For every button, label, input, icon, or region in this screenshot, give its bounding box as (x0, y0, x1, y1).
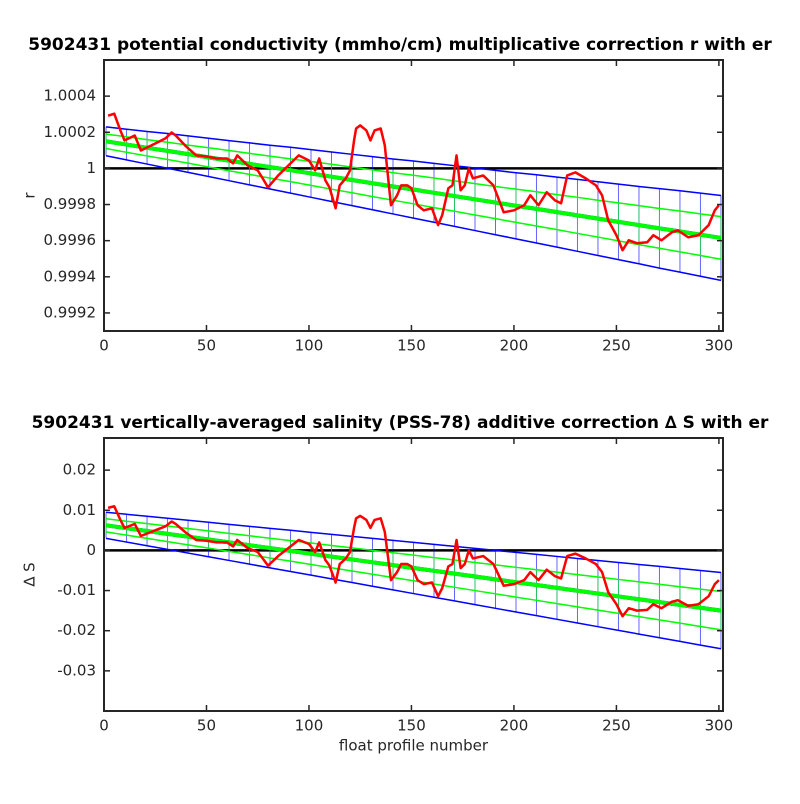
x-tick-label: 150 (397, 717, 426, 735)
x-tick-label: 100 (295, 337, 324, 355)
x-tick-label: 300 (705, 717, 734, 735)
y-tick-label: 1.0004 (44, 87, 97, 105)
x-tick-label: 100 (295, 717, 324, 735)
y-tick-label: 1 (86, 159, 96, 177)
y-tick-label: 0 (86, 541, 96, 559)
x-tick-label: 0 (99, 717, 109, 735)
y-tick-label: -0.01 (57, 581, 96, 599)
error-bound (105, 531, 722, 631)
error-bound (105, 537, 722, 650)
axes-box (103, 437, 724, 712)
y-axis-label: ∆ S (21, 562, 39, 587)
error-bound (105, 518, 722, 593)
plot-area (104, 505, 723, 650)
y-tick-label: -0.02 (57, 621, 96, 639)
error-bound (105, 155, 722, 282)
chart-title: 5902431 vertically-averaged salinity (PS… (32, 413, 769, 433)
series-line (107, 505, 720, 618)
y-tick-label: 0.9996 (44, 231, 97, 249)
axes-box (103, 59, 724, 332)
y-axis-label: r (21, 192, 39, 199)
y-tick-label: 0.02 (63, 461, 96, 479)
y-tick-label: 0.9992 (44, 303, 97, 321)
series-line (107, 112, 720, 252)
x-tick-label: 200 (500, 337, 529, 355)
y-tick-label: 0.9994 (44, 267, 97, 285)
x-axis-label: float profile number (339, 737, 489, 755)
error-bound (105, 133, 722, 218)
x-tick-label: 300 (705, 337, 734, 355)
x-tick-label: 200 (500, 717, 529, 735)
y-tick-label: 0.9998 (44, 195, 97, 213)
x-tick-label: 50 (197, 337, 216, 355)
x-tick-label: 250 (602, 337, 631, 355)
error-bound (105, 126, 722, 197)
x-tick-label: 50 (197, 717, 216, 735)
series-line (105, 523, 722, 613)
error-bound (105, 511, 722, 574)
x-tick-label: 250 (602, 717, 631, 735)
y-tick-label: 1.0002 (44, 123, 97, 141)
y-tick-label: -0.03 (57, 661, 96, 679)
x-tick-label: 0 (99, 337, 109, 355)
plot-area (104, 112, 723, 282)
chart-title: 5902431 potential conductivity (mmho/cm)… (28, 35, 772, 55)
y-tick-label: 0.01 (63, 501, 96, 519)
x-tick-label: 150 (397, 337, 426, 355)
